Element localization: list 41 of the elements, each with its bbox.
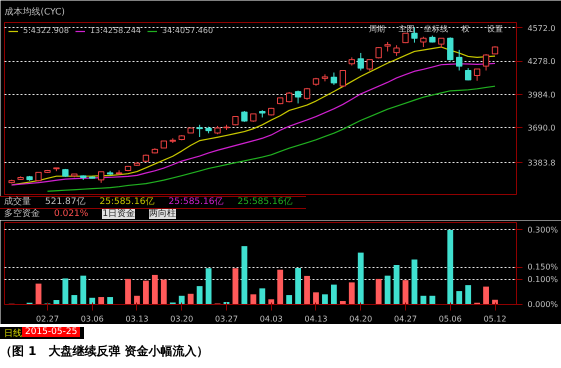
x-tick-label: 05.06 (438, 314, 462, 324)
chart-title: 成本均线(CYC) (4, 6, 65, 18)
text: 25:585.16亿 (237, 197, 292, 207)
text: 日线 (4, 329, 22, 339)
x-tick-label: 03.13 (126, 314, 148, 324)
x-tick-label: 03.06 (80, 314, 104, 324)
x-tick-label: 02.27 (36, 314, 59, 324)
text: 1日资金 (102, 209, 136, 219)
x-tick-label: 04.20 (349, 314, 372, 324)
text: 成交量 (4, 197, 31, 207)
text: 0.021% (54, 209, 88, 219)
legend-label: 5:4322.908 (23, 26, 69, 35)
annotation: 权 (460, 24, 470, 34)
x-tick-label: 03.20 (170, 314, 194, 324)
text: 25:585.16亿 (100, 197, 154, 207)
text: 521.87亿 (45, 197, 86, 207)
x-tick-label: 04.13 (304, 314, 328, 324)
text: 2015-05-25 (22, 327, 80, 337)
chart-title: 多空资金 (4, 209, 40, 219)
x-tick-label: 05.12 (484, 314, 506, 324)
y-tick-label: 3984.0 (528, 90, 556, 100)
y-tick-label: 0.150% (528, 262, 558, 272)
y-tick-label: 0.100% (528, 275, 558, 284)
y-tick-label: 4278.0 (528, 57, 556, 66)
x-tick-label: 03.27 (215, 314, 238, 324)
legend-label: 13:4258.244 (90, 26, 142, 35)
y-tick-label: 3383.8 (528, 158, 556, 168)
text: （图 1 大盘继续反弹 资金小幅流入） (0, 344, 209, 358)
text: 25:585.16亿 (168, 197, 224, 207)
annotation: 坐标线 (424, 24, 448, 34)
annotation: 设置 (487, 24, 504, 34)
x-tick-label: 04.03 (260, 314, 283, 324)
y-tick-label: 4572.0 (528, 24, 556, 33)
annotation: 主图 (398, 24, 414, 34)
text: 两向柱 (149, 209, 176, 219)
y-tick-label: 3690.0 (528, 124, 556, 133)
legend-label: 34:4057.460 (162, 26, 214, 35)
y-tick-label: 0.000% (528, 300, 558, 309)
x-tick-label: 04.27 (394, 314, 417, 324)
annotation: 周期 (368, 24, 385, 34)
y-tick-label: 0.300% (528, 225, 558, 234)
